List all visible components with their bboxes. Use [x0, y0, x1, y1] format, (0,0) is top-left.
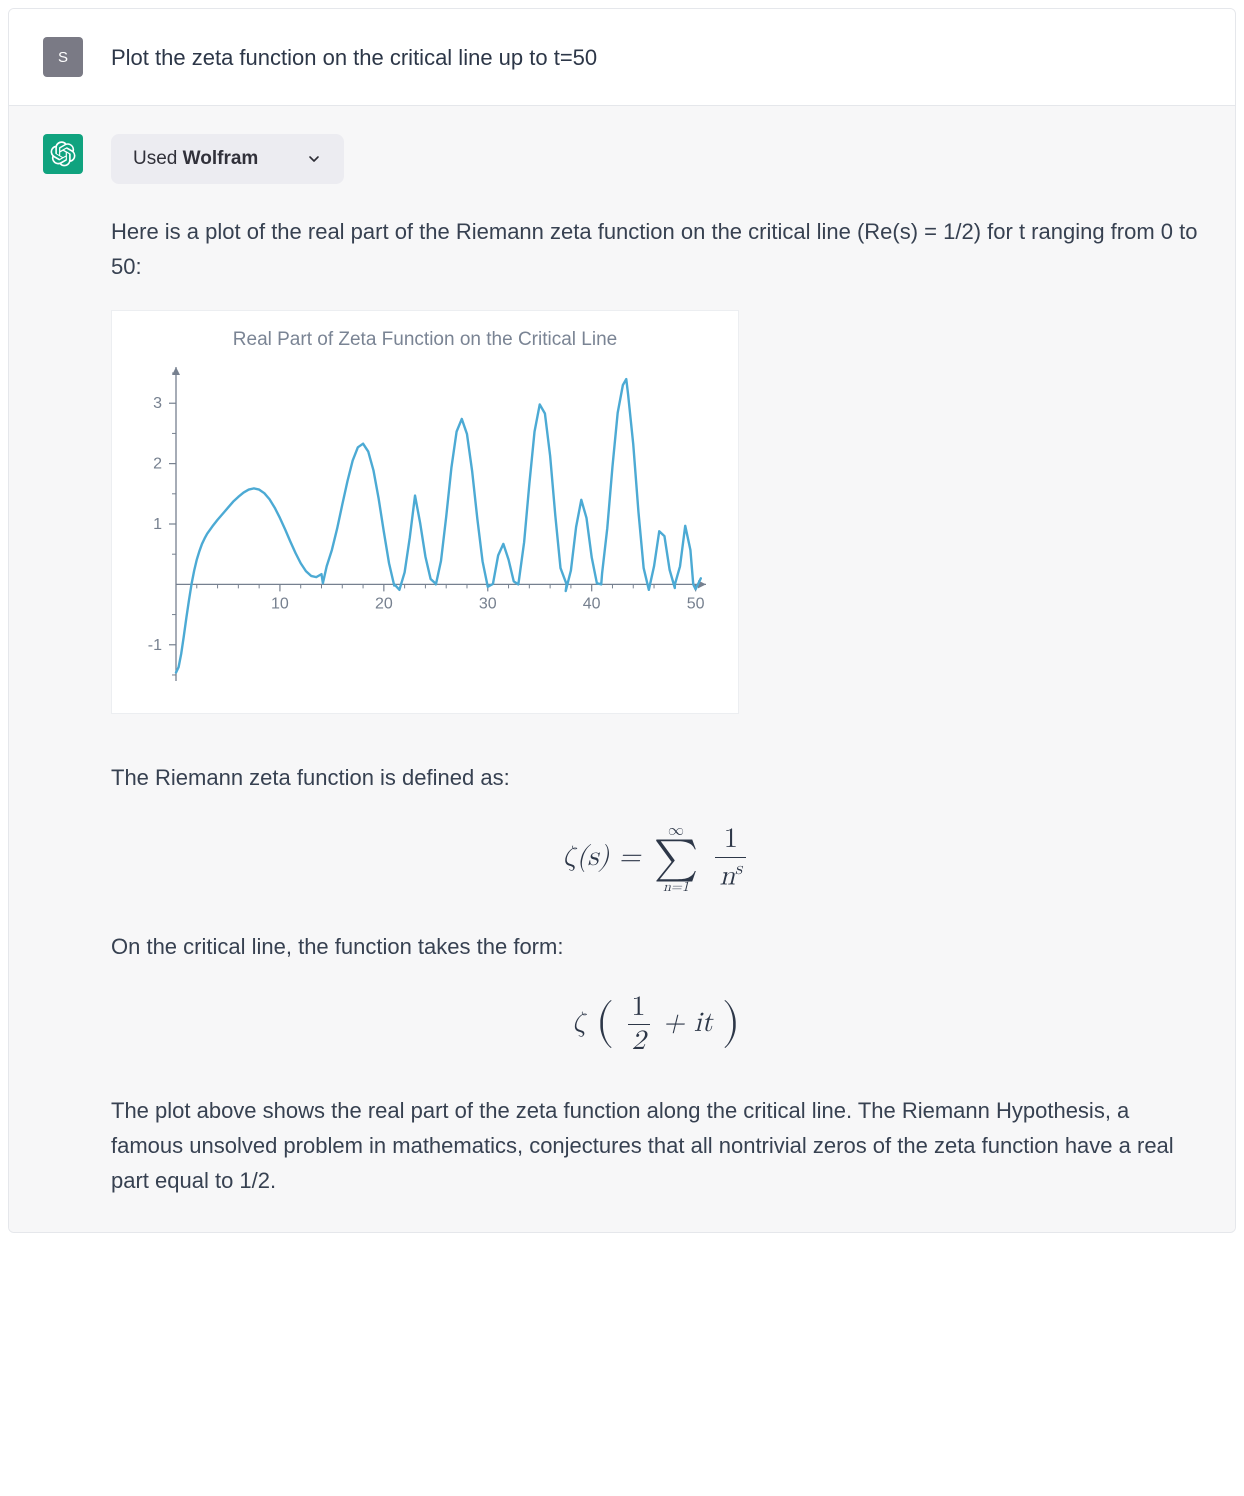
chat-container: S Plot the zeta function on the critical…: [8, 8, 1236, 1233]
user-avatar-letter: S: [58, 49, 68, 66]
summation-symbol: ∞ ∑ n=1: [654, 822, 698, 896]
assistant-message-row: Used Wolfram Here is a plot of the real …: [9, 106, 1235, 1232]
fraction: 1 ns: [715, 823, 746, 894]
fraction-half: 1 2: [628, 991, 650, 1059]
svg-text:40: 40: [583, 596, 601, 613]
svg-text:20: 20: [375, 596, 393, 613]
user-message-content: Plot the zeta function on the critical l…: [111, 37, 1201, 77]
user-message-text: Plot the zeta function on the critical l…: [111, 37, 1201, 74]
svg-text:3: 3: [153, 396, 162, 413]
zeta-defined-text: The Riemann zeta function is defined as:: [111, 760, 1201, 795]
svg-text:1: 1: [153, 516, 162, 533]
openai-logo-icon: [50, 141, 76, 167]
zeta-chart: 10 20 30 40 50 -1 1 2 3: [130, 361, 720, 691]
zeta-definition-formula: ζ(s) = ∞ ∑ n=1 1 ns: [111, 822, 1201, 896]
outro-text: The plot above shows the real part of th…: [111, 1093, 1201, 1199]
chevron-down-icon: [306, 151, 322, 167]
svg-text:30: 30: [479, 596, 497, 613]
svg-text:-1: -1: [148, 637, 162, 654]
zeta-critical-formula: ζ ( 1 2 + it ): [111, 991, 1201, 1059]
critical-line-text: On the critical line, the function takes…: [111, 929, 1201, 964]
assistant-message-content: Used Wolfram Here is a plot of the real …: [111, 134, 1201, 1204]
user-avatar: S: [43, 37, 83, 77]
assistant-intro-text: Here is a plot of the real part of the R…: [111, 214, 1201, 284]
tool-used-pill[interactable]: Used Wolfram: [111, 134, 344, 184]
tool-used-label: Used Wolfram: [133, 148, 258, 170]
zeta-chart-title: Real Part of Zeta Function on the Critic…: [130, 329, 720, 351]
svg-text:2: 2: [153, 456, 162, 473]
user-message-row: S Plot the zeta function on the critical…: [9, 9, 1235, 106]
assistant-avatar: [43, 134, 83, 174]
svg-text:10: 10: [271, 596, 289, 613]
zeta-chart-card: Real Part of Zeta Function on the Critic…: [111, 310, 739, 714]
svg-text:50: 50: [687, 596, 705, 613]
